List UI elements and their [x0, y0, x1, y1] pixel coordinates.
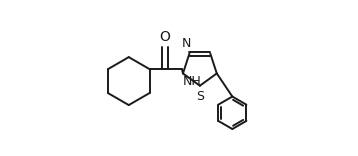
- Text: O: O: [160, 30, 170, 44]
- Text: S: S: [196, 90, 204, 103]
- Text: N: N: [182, 37, 191, 51]
- Text: NH: NH: [183, 75, 202, 88]
